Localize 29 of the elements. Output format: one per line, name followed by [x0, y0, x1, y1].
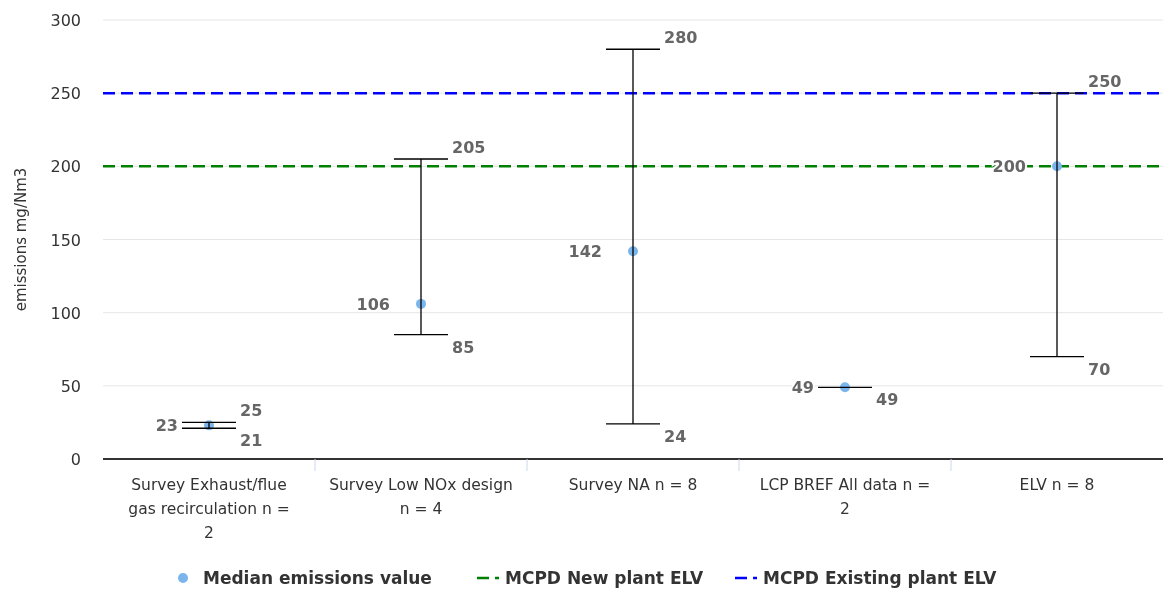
- annotation: 85: [452, 337, 475, 357]
- y-tick-label: 250: [50, 84, 81, 104]
- data-label: 142: [568, 242, 602, 262]
- x-tick-label: Survey Low NOx design n = 4: [329, 476, 513, 518]
- y-tick-label: 200: [50, 157, 81, 177]
- legend-label: Median emissions value: [203, 568, 432, 588]
- y-tick-label: 0: [70, 450, 81, 469]
- legend-label: MCPD Existing plant ELV: [763, 568, 998, 588]
- annotation: 205: [452, 138, 486, 158]
- annotation: 24: [664, 426, 687, 446]
- y-tick-label: 100: [50, 303, 81, 323]
- legend-label: MCPD New plant ELV: [505, 568, 704, 588]
- data-label: 49: [791, 378, 814, 398]
- y-tick-label: 150: [50, 230, 81, 250]
- y-tick-label: 50: [60, 376, 81, 396]
- annotation: 280: [664, 28, 698, 48]
- data-label: 106: [356, 294, 390, 314]
- annotation: 250: [1088, 72, 1122, 92]
- x-tick-label: Survey NA n = 8: [568, 476, 698, 494]
- annotation: 70: [1088, 359, 1111, 379]
- x-tick-label: Survey Exhaust/flue gas recirculation n = 2: [128, 476, 290, 542]
- x-tick-label: LCP BREF All data n = 2: [759, 476, 931, 518]
- y-axis-title: emissions mg/Nm3: [12, 167, 30, 312]
- data-label: 23: [155, 416, 178, 436]
- annotation: 25: [240, 401, 263, 421]
- annotation: 49: [876, 390, 899, 410]
- y-tick-label: 300: [50, 11, 81, 30]
- x-tick-label: ELV n = 8: [1019, 476, 1095, 494]
- annotation: 21: [240, 431, 263, 451]
